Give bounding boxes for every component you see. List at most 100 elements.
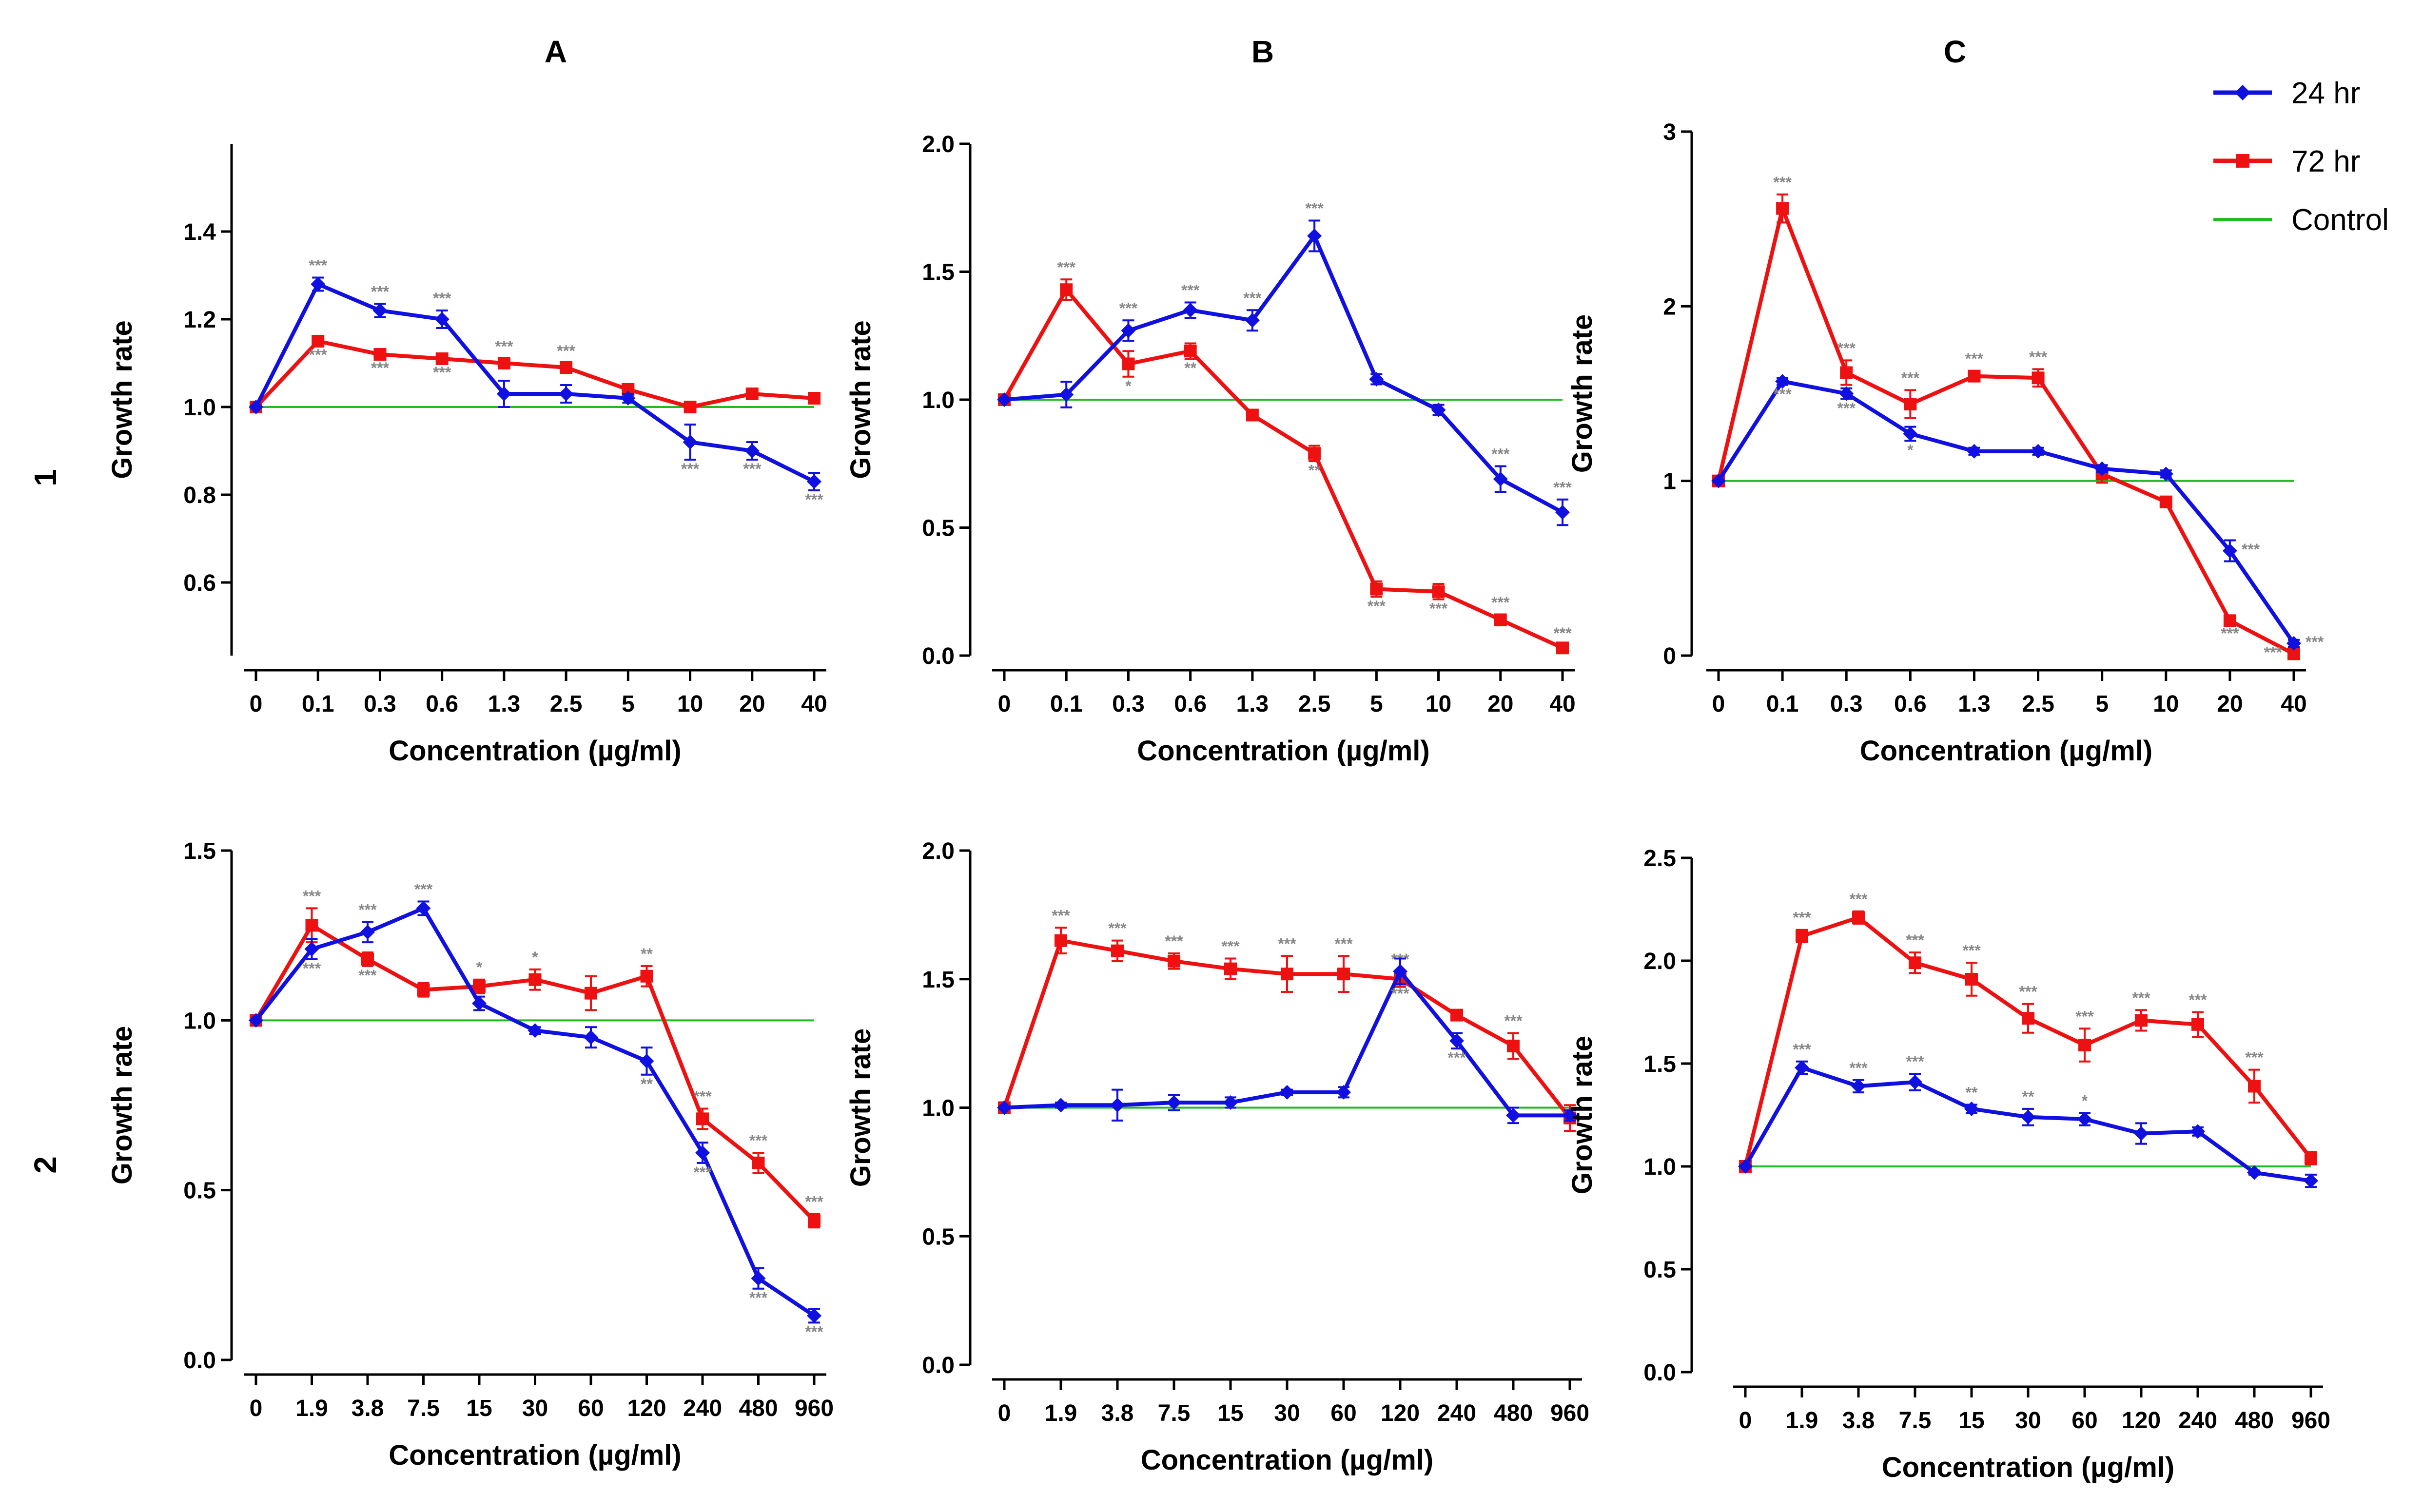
chart-panel-a1: 0.6 0.8 1.0 1.2 1.4 0 0.1 0.3 0.6 1.3 2.5 5 10 20 40 Co… — [106, 144, 827, 767]
data-point-72hr — [2022, 1012, 2034, 1025]
significance-label: *** — [693, 1163, 712, 1181]
data-point-24hr — [528, 1023, 543, 1038]
data-point-24hr — [249, 1013, 263, 1028]
legend-label-24hr: 24 hr — [2291, 77, 2360, 110]
x-tick-label: 30 — [1274, 1400, 1300, 1426]
significance-label: *** — [1221, 938, 1240, 955]
data-point-24hr — [1563, 1108, 1577, 1123]
series-line-24hr — [1717, 379, 2296, 645]
significance-label: *** — [1504, 1012, 1523, 1030]
data-point-72hr — [560, 361, 573, 374]
data-point-24hr — [695, 1145, 710, 1161]
significance-label: *** — [693, 1087, 712, 1105]
x-tick-label: 0 — [998, 1400, 1011, 1426]
significance-label: * — [532, 949, 538, 966]
x-tick-label: 10 — [677, 691, 703, 717]
significance-label: *** — [805, 491, 823, 508]
x-tick-label: 0.1 — [1050, 691, 1083, 717]
significance-label: *** — [681, 460, 700, 478]
data-point-24hr — [1738, 1159, 1753, 1174]
data-point-72hr — [497, 357, 510, 369]
x-tick-label: 1.3 — [1236, 691, 1269, 717]
x-tick-label: 0.6 — [426, 691, 458, 717]
data-point-72hr — [1494, 613, 1507, 626]
significance-label: *** — [1553, 624, 1572, 642]
significance-label: *** — [749, 1132, 768, 1149]
data-point-24hr — [1851, 1079, 1866, 1094]
data-point-72hr — [1246, 408, 1259, 422]
data-point-72hr — [808, 392, 821, 405]
data-point-24hr — [997, 1100, 1012, 1115]
x-tick-label: 60 — [1330, 1400, 1356, 1426]
data-point-72hr — [435, 352, 449, 365]
data-point-72hr — [2305, 1152, 2317, 1165]
y-tick-label: 1.0 — [183, 395, 216, 421]
column-label-a: A — [545, 34, 567, 69]
significance-label: *** — [2221, 625, 2239, 642]
y-tick-label: 1.0 — [922, 388, 955, 413]
significance-label: *** — [1773, 174, 1792, 191]
x-tick-label: 0 — [1712, 691, 1725, 717]
data-point-72hr — [1507, 1039, 1520, 1052]
chart-panel-a2: 0.0 0.5 1.0 1.5 0 1.9 3.8 7.5 15 30 60 120 240 480 960… — [106, 838, 834, 1471]
y-tick-label: 1.5 — [1643, 1051, 1676, 1077]
y-tick-label: 0.6 — [183, 570, 216, 596]
data-point-24hr — [360, 925, 375, 940]
chart-panel-c1: 0 1 2 3 0 0.1 0.3 0.6 1.3 2.5 5 10 20 40 Concentration… — [1566, 119, 2324, 767]
x-tick-label: 1.9 — [295, 1396, 328, 1421]
x-axis-title: Concentration (µg/ml) — [1860, 735, 2153, 767]
data-point-24hr — [744, 444, 760, 458]
data-point-72hr — [640, 969, 653, 983]
y-tick-label: 0.0 — [922, 1353, 955, 1378]
data-point-72hr — [1111, 944, 1124, 957]
x-axis-title: Concentration (µg/ml) — [1137, 735, 1430, 767]
data-point-72hr — [1432, 585, 1445, 598]
data-point-72hr — [1122, 357, 1135, 370]
data-point-72hr — [1060, 283, 1073, 296]
data-point-72hr — [1224, 962, 1237, 975]
series-line-72hr — [1717, 206, 2295, 656]
data-point-24hr — [1245, 313, 1260, 328]
significance-label: *** — [743, 460, 762, 478]
x-tick-label: 480 — [1494, 1400, 1533, 1426]
significance-label: *** — [2242, 541, 2260, 558]
data-point-24hr — [1336, 1085, 1351, 1100]
x-axis-title: Concentration (µg/ml) — [389, 735, 682, 767]
x-tick-label: 5 — [2095, 691, 2109, 717]
significance-label: *** — [1165, 932, 1183, 950]
data-point-72hr — [585, 987, 597, 1000]
data-point-72hr — [417, 983, 430, 996]
data-point-72hr — [1904, 398, 1917, 410]
data-point-72hr — [1055, 934, 1067, 947]
data-point-72hr — [2191, 1018, 2204, 1031]
x-tick-label: 240 — [1437, 1400, 1476, 1426]
x-tick-label: 1.3 — [488, 691, 521, 717]
x-tick-label: 60 — [578, 1396, 604, 1421]
significance-label: *** — [1491, 446, 1510, 463]
y-tick-label: 0.0 — [922, 643, 955, 669]
x-tick-label: 960 — [1550, 1400, 1589, 1426]
chart-panel-b2: 0.0 0.5 1.0 1.5 2.0 0 1.9 3.8 7.5 15 30 60 120 240 480… — [845, 838, 1589, 1476]
row-label-2: 2 — [28, 1156, 63, 1174]
x-tick-label: 30 — [522, 1396, 548, 1421]
x-tick-label: 40 — [1549, 691, 1575, 717]
data-point-72hr — [2078, 1039, 2091, 1052]
y-tick-label: 0.5 — [1643, 1257, 1676, 1283]
data-point-24hr — [1431, 403, 1446, 417]
legend-marker-24hr — [2235, 85, 2250, 100]
x-axis-title: Concentration (µg/ml) — [1141, 1444, 1434, 1476]
data-point-24hr — [2286, 636, 2301, 651]
data-point-24hr — [997, 392, 1012, 407]
significance-label: *** — [371, 283, 390, 301]
x-tick-label: 40 — [2281, 691, 2306, 717]
data-point-72hr — [1909, 956, 1921, 969]
x-tick-label: 0 — [250, 1396, 263, 1421]
data-point-24hr — [1775, 374, 1790, 389]
significance-label: *** — [557, 342, 575, 360]
significance-label: *** — [1278, 935, 1296, 952]
data-point-24hr — [372, 303, 388, 318]
significance-label: *** — [414, 881, 433, 898]
data-point-24hr — [621, 391, 636, 406]
significance-label: *** — [303, 887, 321, 905]
